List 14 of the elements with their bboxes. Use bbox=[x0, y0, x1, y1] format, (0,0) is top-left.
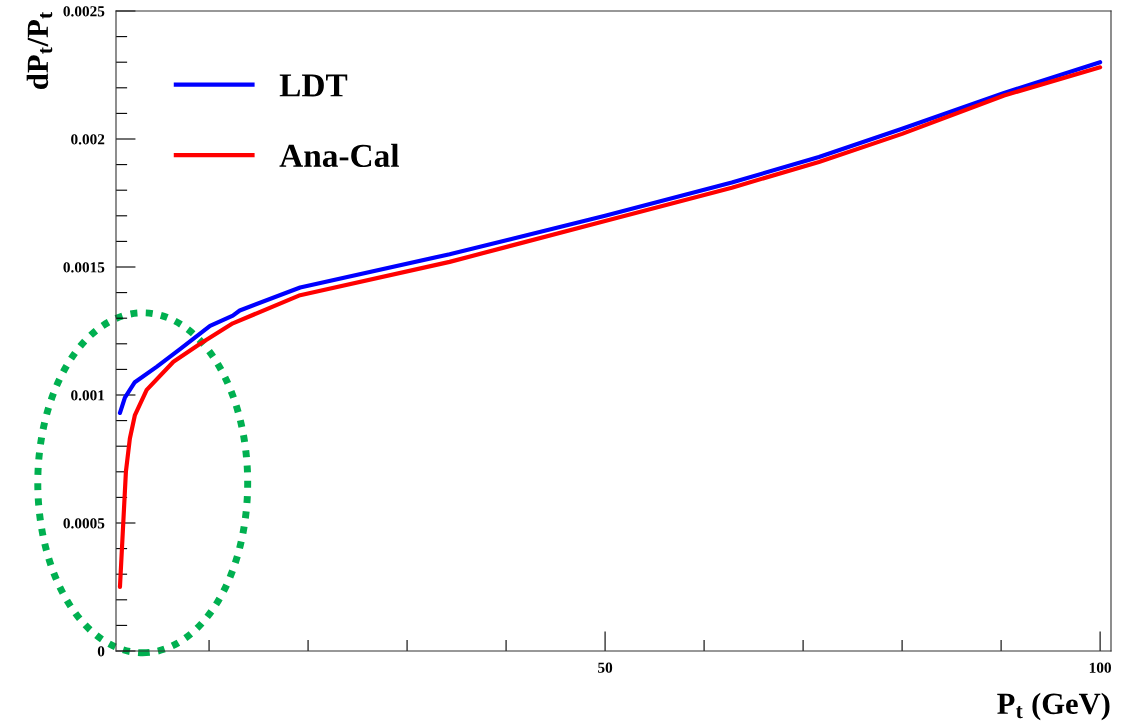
y-tick-label: 0 bbox=[97, 646, 105, 657]
y-tick-label: 0.0025 bbox=[63, 6, 105, 17]
y-tick-label: 0.002 bbox=[71, 134, 105, 145]
line-series bbox=[117, 65, 1103, 590]
y-axis-title: dP$_{t}$/P$_{t}$ bbox=[26, 11, 53, 89]
y-tick-label: 0.001 bbox=[71, 390, 105, 401]
x-axis-title: P$_{t}$ (GeV) bbox=[997, 692, 1110, 721]
x-tick-label: 100 bbox=[1089, 662, 1111, 673]
line-series bbox=[117, 60, 1103, 416]
y-tick-label: 0.0015 bbox=[63, 262, 105, 273]
x-tick-label: 50 bbox=[598, 662, 613, 673]
y-tick-label: 0.0005 bbox=[63, 518, 105, 529]
legend-label: LDT bbox=[279, 74, 348, 97]
legend-label: Ana-Cal bbox=[279, 143, 399, 168]
